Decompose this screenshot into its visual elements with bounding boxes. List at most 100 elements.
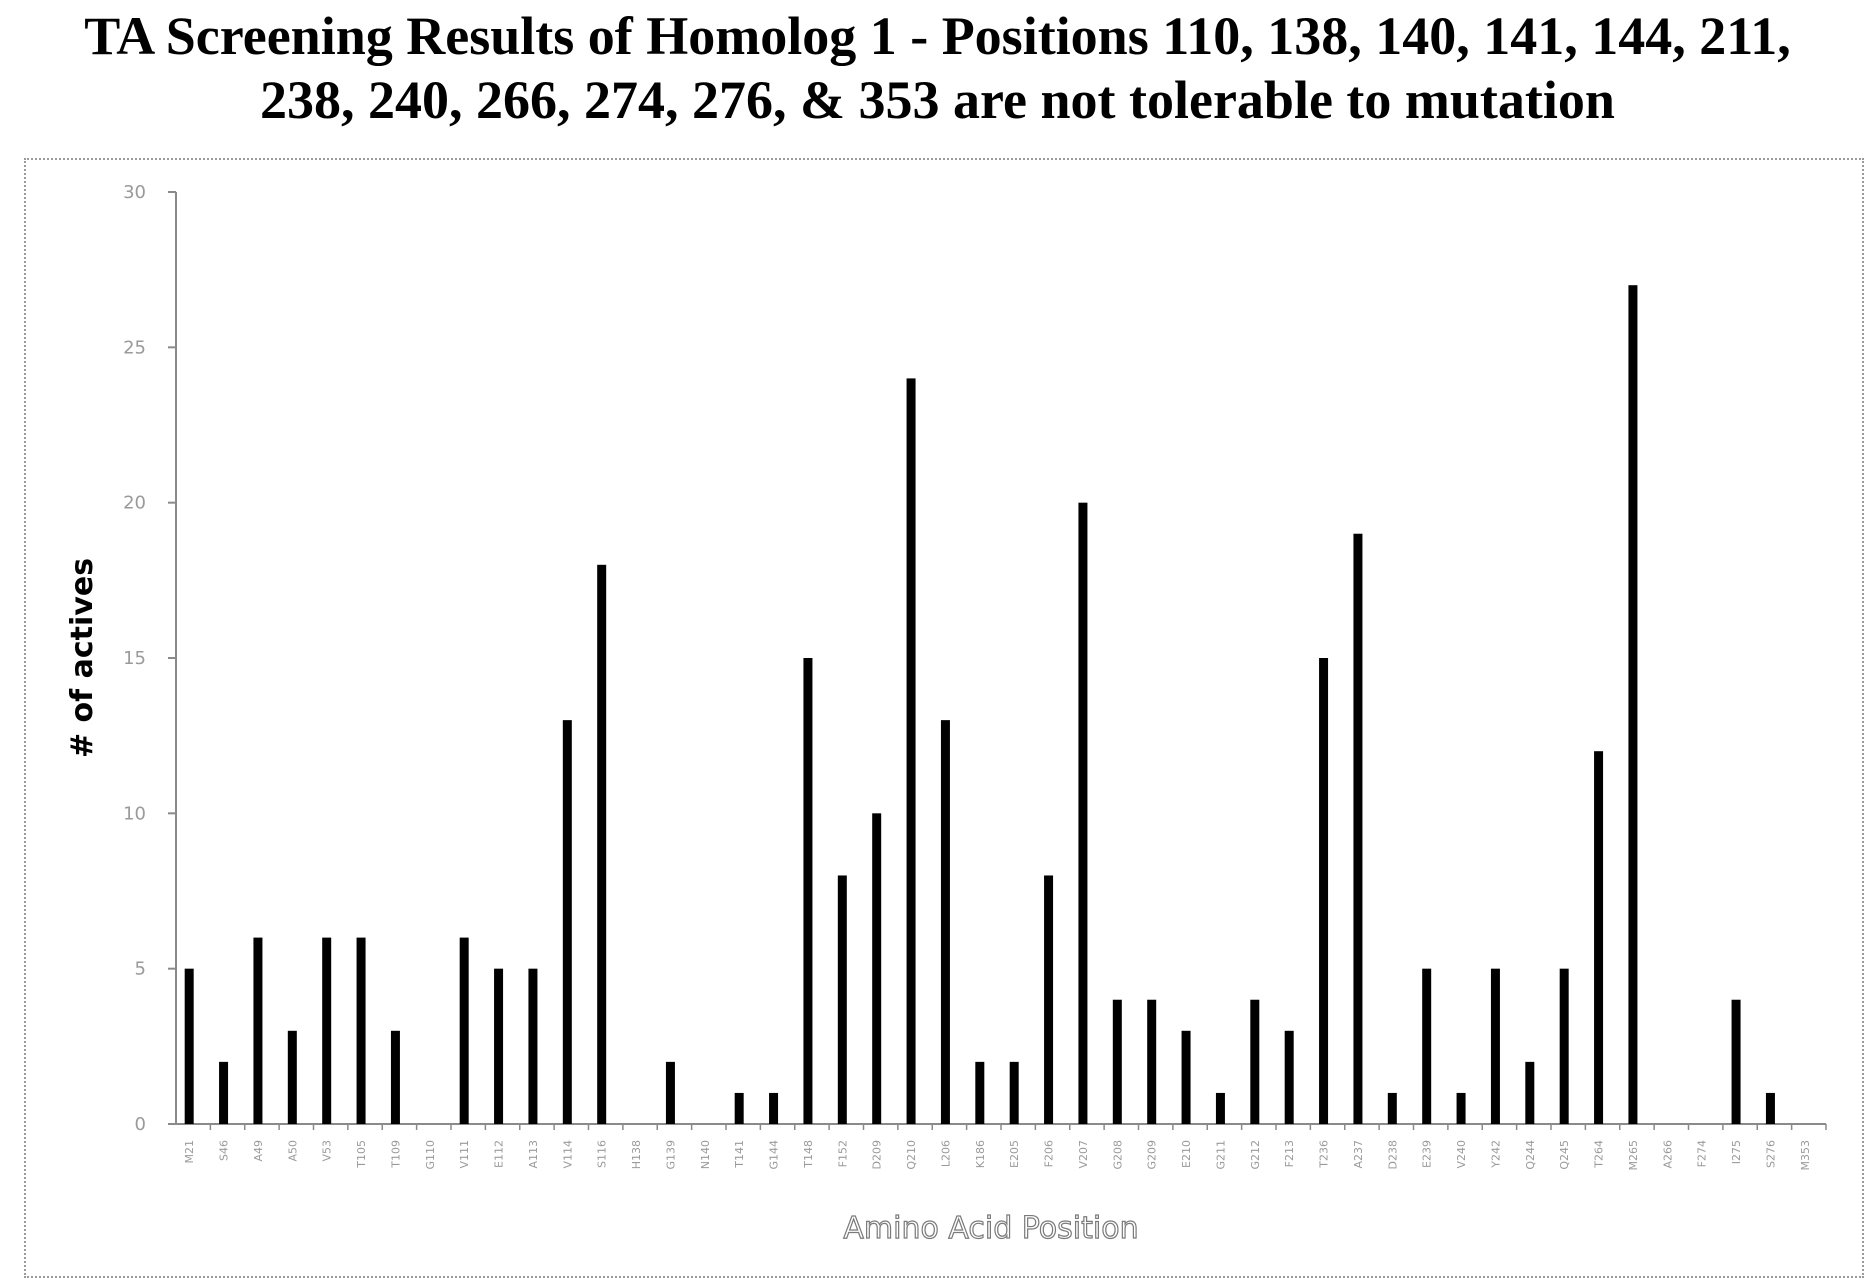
- x-tick-label: F274: [1696, 1140, 1709, 1167]
- bar-I275: [1732, 1000, 1741, 1124]
- x-tick-label: E205: [1008, 1140, 1021, 1168]
- bar-V114: [563, 720, 572, 1124]
- x-tick-label: H138: [630, 1140, 643, 1169]
- x-tick-label: G139: [664, 1140, 677, 1170]
- x-tick-label: D238: [1386, 1140, 1399, 1169]
- bar-M265: [1628, 285, 1637, 1124]
- x-tick-label: G209: [1146, 1140, 1159, 1170]
- bar-Q244: [1525, 1062, 1534, 1124]
- bar-E112: [494, 969, 503, 1124]
- bar-F152: [838, 875, 847, 1124]
- x-tick-label: V53: [321, 1140, 334, 1162]
- chart-bars: [185, 285, 1775, 1124]
- x-tick-label: M265: [1627, 1140, 1640, 1171]
- bar-K186: [975, 1062, 984, 1124]
- bar-T236: [1319, 658, 1328, 1124]
- bar-G212: [1250, 1000, 1259, 1124]
- x-tick-label: F152: [836, 1140, 849, 1167]
- x-tick-label: G208: [1111, 1140, 1124, 1170]
- bar-T141: [735, 1093, 744, 1124]
- y-tick-label: 0: [135, 1114, 146, 1135]
- x-tick-label: V114: [561, 1140, 574, 1169]
- x-tick-label: S46: [218, 1140, 231, 1161]
- bar-G209: [1147, 1000, 1156, 1124]
- chart-axes: [168, 192, 1826, 1130]
- bar-V53: [322, 938, 331, 1124]
- x-axis-title: Amino Acid Position: [843, 1211, 1138, 1246]
- bar-V240: [1457, 1093, 1466, 1124]
- y-tick-label: 25: [123, 337, 146, 358]
- y-axis-title: # of actives: [65, 558, 100, 758]
- x-tick-label: Q245: [1558, 1140, 1571, 1170]
- x-tick-label: Y242: [1489, 1140, 1502, 1169]
- x-tick-label: T105: [355, 1140, 368, 1169]
- bar-T109: [391, 1031, 400, 1124]
- x-tick-label: T109: [389, 1140, 402, 1169]
- x-tick-label: T148: [802, 1140, 815, 1169]
- bar-Q245: [1560, 969, 1569, 1124]
- x-tick-label: V240: [1455, 1140, 1468, 1169]
- bar-S46: [219, 1062, 228, 1124]
- x-tick-label: F213: [1283, 1140, 1296, 1167]
- x-tick-label: T141: [733, 1140, 746, 1169]
- x-tick-label: I275: [1730, 1140, 1743, 1164]
- y-tick-label: 20: [123, 493, 146, 514]
- x-tick-label: M353: [1799, 1140, 1812, 1171]
- x-tick-label: V111: [458, 1140, 471, 1169]
- x-tick-label: G211: [1214, 1140, 1227, 1170]
- x-tick-label: Q244: [1524, 1140, 1537, 1170]
- bar-F206: [1044, 875, 1053, 1124]
- bar-A49: [253, 938, 262, 1124]
- bar-V111: [460, 938, 469, 1124]
- bar-E205: [1010, 1062, 1019, 1124]
- y-tick-label: 10: [123, 803, 146, 824]
- x-tick-label: L206: [939, 1140, 952, 1167]
- x-tick-label: N140: [699, 1140, 712, 1169]
- bar-G211: [1216, 1093, 1225, 1124]
- bar-G139: [666, 1062, 675, 1124]
- y-tick-label: 30: [123, 182, 146, 203]
- x-tick-label: E210: [1180, 1140, 1193, 1168]
- x-tick-label: A266: [1661, 1140, 1674, 1169]
- bar-S276: [1766, 1093, 1775, 1124]
- bar-A237: [1353, 534, 1362, 1124]
- x-tick-label: E112: [493, 1140, 506, 1168]
- bar-Y242: [1491, 969, 1500, 1124]
- bar-E239: [1422, 969, 1431, 1124]
- x-tick-label: A50: [286, 1140, 299, 1162]
- x-tick-label: Q210: [905, 1140, 918, 1170]
- bar-F213: [1285, 1031, 1294, 1124]
- x-tick-label: D209: [871, 1140, 884, 1169]
- x-tick-label: S116: [596, 1140, 609, 1168]
- x-tick-label: M21: [183, 1140, 196, 1164]
- y-tick-label: 15: [123, 648, 146, 669]
- x-tick-label: T264: [1593, 1140, 1606, 1169]
- x-tick-label: T236: [1318, 1140, 1331, 1169]
- bar-G144: [769, 1093, 778, 1124]
- x-tick-label: K186: [974, 1140, 987, 1168]
- bar-A50: [288, 1031, 297, 1124]
- bar-L206: [941, 720, 950, 1124]
- bar-G208: [1113, 1000, 1122, 1124]
- bar-D209: [872, 813, 881, 1124]
- x-tick-label: E239: [1421, 1140, 1434, 1168]
- x-tick-label: G144: [768, 1140, 781, 1170]
- bar-D238: [1388, 1093, 1397, 1124]
- x-tick-label: A113: [527, 1140, 540, 1169]
- y-tick-label: 5: [135, 959, 146, 980]
- bar-T148: [803, 658, 812, 1124]
- x-tick-label: A237: [1352, 1140, 1365, 1169]
- x-tick-label: A49: [252, 1140, 265, 1162]
- x-tick-label: S276: [1764, 1140, 1777, 1168]
- bar-M21: [185, 969, 194, 1124]
- bar-T264: [1594, 751, 1603, 1124]
- x-tick-label: G110: [424, 1140, 437, 1170]
- x-tick-label: V207: [1077, 1140, 1090, 1169]
- bar-S116: [597, 565, 606, 1124]
- bar-A113: [528, 969, 537, 1124]
- bar-Q210: [907, 378, 916, 1124]
- bar-V207: [1078, 503, 1087, 1124]
- bar-E210: [1182, 1031, 1191, 1124]
- x-tick-label: F206: [1043, 1140, 1056, 1167]
